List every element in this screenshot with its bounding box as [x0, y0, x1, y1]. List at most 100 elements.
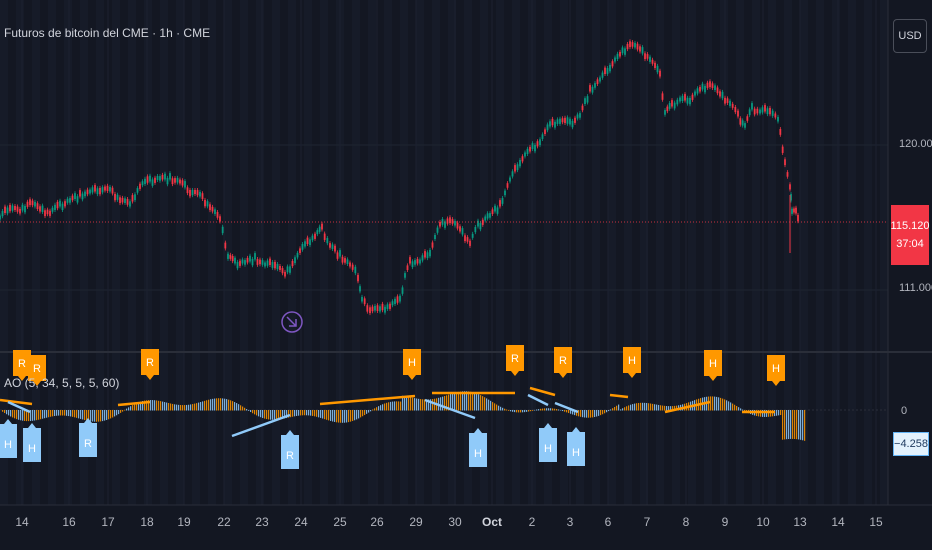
ao-histogram-bar — [790, 410, 792, 439]
bear-divergence-marker[interactable]: H — [704, 350, 722, 381]
ao-histogram-bar — [466, 391, 468, 411]
ao-histogram-bar — [634, 403, 636, 411]
candle-body — [14, 206, 16, 210]
ao-histogram-bar — [428, 399, 430, 411]
indicator-legend[interactable]: AO (5, 34, 5, 5, 5, 60) — [4, 376, 120, 390]
ao-histogram-bar — [674, 405, 676, 411]
candle-body — [116, 194, 119, 200]
candle-body — [521, 156, 524, 162]
candle-body — [34, 201, 36, 207]
candle-body — [516, 164, 519, 171]
ao-histogram-bar — [372, 409, 374, 411]
ao-histogram-bar — [50, 410, 52, 417]
candle-body — [329, 243, 331, 248]
candle-body — [189, 189, 191, 197]
candle-body — [797, 214, 799, 222]
bear-divergence-marker[interactable]: R — [506, 345, 524, 376]
ao-histogram-bar — [476, 393, 478, 411]
candle-body — [524, 152, 526, 157]
session-shade — [656, 0, 664, 505]
candle-body — [659, 70, 661, 77]
ao-histogram-bar — [248, 410, 250, 411]
bear-divergence-marker[interactable]: H — [403, 349, 421, 380]
session-shade — [704, 0, 712, 505]
ao-histogram-bar — [424, 399, 426, 411]
candle-body — [86, 189, 89, 195]
candle-body — [204, 199, 206, 207]
ao-histogram-bar — [216, 398, 218, 411]
candle-body — [639, 46, 641, 52]
ao-histogram-bar — [172, 403, 174, 411]
session-shade — [576, 0, 584, 505]
candle-body — [111, 187, 114, 194]
candle-body — [56, 201, 59, 209]
ao-histogram-bar — [254, 410, 256, 415]
time-axis-label: 17 — [101, 515, 115, 529]
time-axis-label: 9 — [721, 515, 729, 529]
candle-body — [594, 83, 596, 88]
bull-divergence-marker[interactable]: H — [567, 427, 585, 466]
candle-body — [339, 250, 341, 257]
ao-histogram-bar — [304, 410, 306, 416]
bear-divergence-marker[interactable]: R — [13, 350, 31, 381]
ao-histogram-bar — [392, 401, 394, 411]
ao-histogram-bar — [426, 399, 428, 411]
ao-histogram-bar — [572, 410, 574, 415]
bear-divergence-marker[interactable]: H — [623, 347, 641, 378]
ao-histogram-bar — [312, 410, 314, 416]
bull-divergence-marker[interactable]: R — [79, 418, 97, 457]
ao-histogram-bar — [730, 402, 732, 411]
ao-histogram-bar — [488, 399, 490, 411]
ao-histogram-bar — [662, 405, 664, 411]
ao-histogram-bar — [406, 396, 408, 411]
candle-body — [134, 194, 136, 201]
ao-histogram-bar — [614, 406, 616, 411]
bear-divergence-marker-label: H — [408, 357, 416, 369]
bull-divergence-marker-label: H — [474, 448, 482, 460]
candle-body — [589, 85, 591, 92]
bull-divergence-marker[interactable]: H — [469, 428, 487, 467]
ao-histogram-bar — [602, 410, 604, 415]
currency-button[interactable]: USD — [893, 19, 927, 53]
bear-divergence-marker[interactable]: R — [141, 349, 159, 380]
session-shade — [112, 0, 120, 505]
time-axis-label: 29 — [409, 515, 423, 529]
bear-divergence-marker[interactable]: H — [767, 355, 785, 386]
bull-divergence-marker[interactable]: H — [0, 419, 17, 458]
candle-body — [748, 109, 751, 116]
ao-histogram-bar — [588, 410, 590, 418]
session-shade — [880, 0, 888, 505]
ao-histogram-bar — [590, 410, 592, 418]
candle-body — [359, 286, 361, 292]
bear-divergence-marker[interactable]: R — [28, 355, 46, 386]
ao-histogram-bar — [170, 403, 172, 411]
bull-divergence-marker[interactable]: H — [539, 423, 557, 462]
candle-body — [534, 144, 536, 152]
ao-histogram-bar — [536, 409, 538, 411]
candle-body — [176, 177, 179, 183]
candle-body — [101, 187, 104, 193]
session-shade — [464, 0, 472, 505]
ao-histogram-bar — [218, 398, 220, 411]
ao-histogram-bar — [12, 410, 14, 418]
candle-body — [459, 226, 461, 232]
ao-histogram-bar — [156, 400, 158, 411]
ao-histogram-bar — [596, 410, 598, 417]
ao-histogram-bar — [352, 410, 354, 422]
candle-body — [0, 215, 1, 220]
session-shade — [784, 0, 792, 505]
bear-divergence-marker[interactable]: R — [554, 347, 572, 378]
bull-divergence-marker[interactable]: H — [23, 423, 41, 462]
time-axis-label: 23 — [255, 515, 269, 529]
ao-histogram-bar — [630, 404, 632, 411]
candle-body — [31, 200, 34, 206]
session-shade — [832, 0, 840, 505]
ao-histogram-bar — [370, 410, 372, 412]
candle-body — [699, 86, 701, 92]
candle-body — [646, 54, 649, 59]
bull-divergence-marker[interactable]: R — [281, 430, 299, 469]
session-shade — [144, 0, 152, 505]
session-shade — [864, 0, 872, 505]
symbol-title[interactable]: Futuros de bitcoin del CME · 1h · CME — [4, 26, 211, 40]
